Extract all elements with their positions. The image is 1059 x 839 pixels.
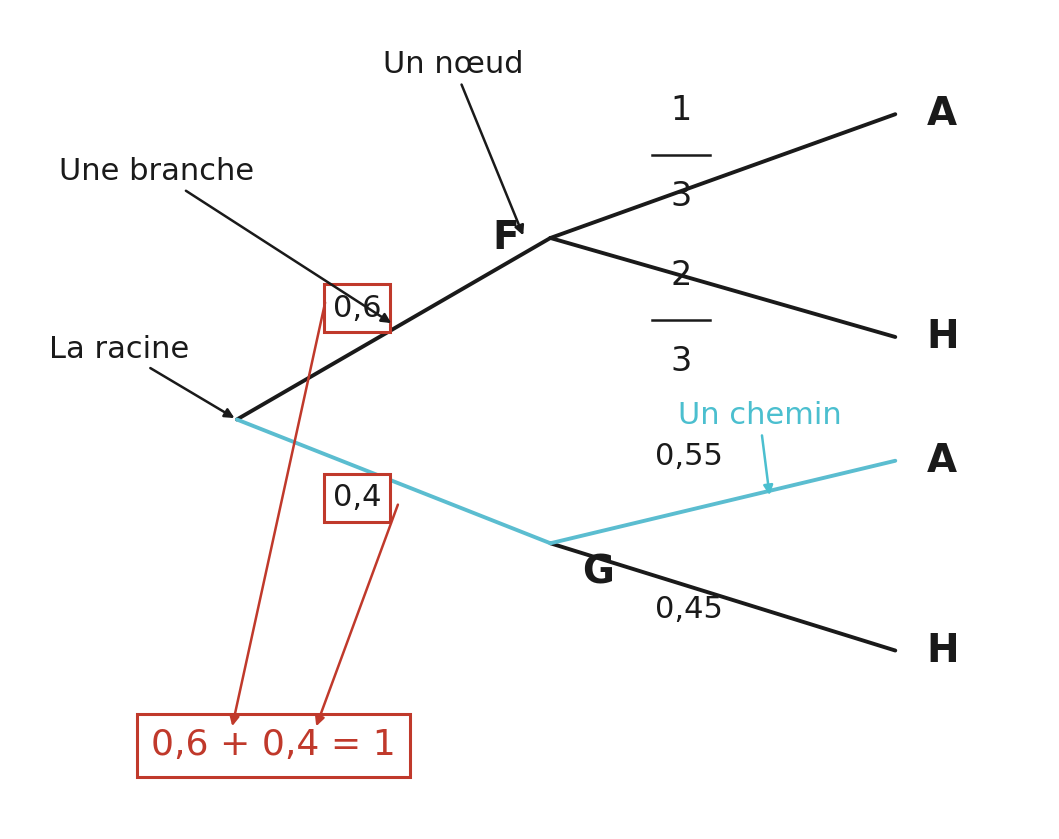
Text: 0,45: 0,45: [654, 595, 723, 623]
Text: 0,55: 0,55: [654, 442, 723, 472]
Text: H: H: [927, 632, 959, 670]
Text: H: H: [927, 318, 959, 356]
Text: 0,4: 0,4: [333, 483, 381, 513]
Text: Un nœud: Un nœud: [383, 50, 524, 232]
Text: Une branche: Une branche: [59, 158, 389, 321]
Text: 1: 1: [670, 94, 692, 127]
Text: A: A: [927, 95, 956, 133]
Text: 0,6: 0,6: [333, 294, 381, 323]
Text: G: G: [581, 553, 613, 591]
Text: 2: 2: [670, 258, 692, 292]
Text: 3: 3: [670, 180, 692, 213]
Text: 3: 3: [670, 345, 692, 378]
Text: La racine: La racine: [49, 335, 232, 417]
Text: F: F: [492, 219, 519, 257]
Text: Un chemin: Un chemin: [678, 401, 841, 492]
Text: A: A: [927, 442, 956, 480]
Text: 0,6 + 0,4 = 1: 0,6 + 0,4 = 1: [151, 728, 396, 763]
